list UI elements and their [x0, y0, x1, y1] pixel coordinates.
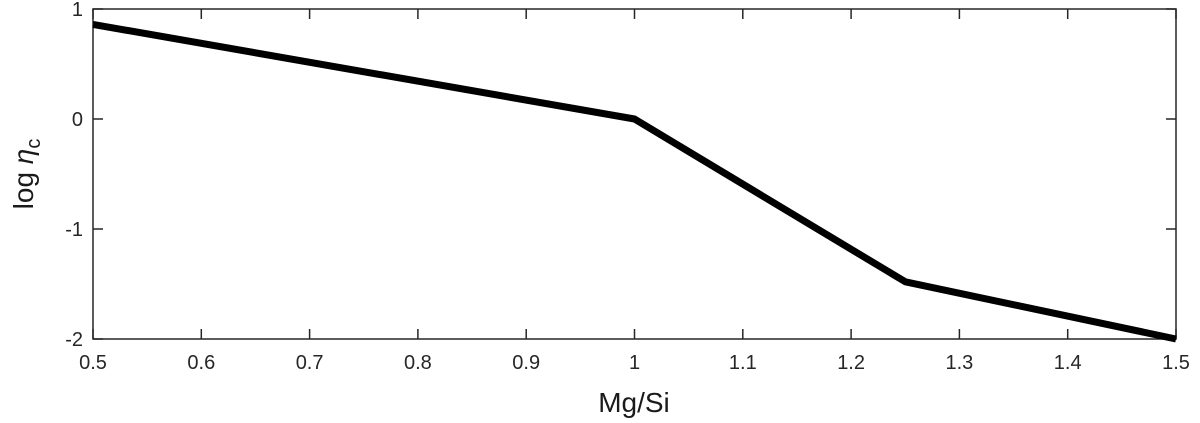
series-group [92, 20, 1177, 343]
x-tick-label: 1.4 [1054, 352, 1082, 374]
y-tick-labels: 1 0 -1 -2 [65, 0, 83, 351]
x-tick-labels: 0.5 0.6 0.7 0.8 0.9 1 1.1 1.2 1.3 1.4 1.5 [79, 352, 1190, 374]
x-axis-label: Mg/Si [598, 387, 670, 418]
x-tick-label: 0.7 [296, 352, 324, 374]
x-tick-label: 1.5 [1162, 352, 1190, 374]
y-axis-label-symbol: η [8, 149, 39, 165]
y-tick-label: -2 [65, 329, 83, 351]
y-axis-label-prefix: log [8, 164, 39, 209]
x-tick-label: 1 [629, 352, 640, 374]
y-axis-label: log ηc [8, 139, 45, 210]
y-tick-label: 0 [72, 109, 83, 131]
series-line [92, 20, 1177, 343]
x-tick-label: 0.5 [79, 352, 107, 374]
y-axis-label-subscript: c [23, 139, 45, 149]
axis-ticks [92, 8, 1177, 340]
x-tick-label: 1.2 [837, 352, 865, 374]
x-tick-label: 0.8 [404, 352, 432, 374]
x-tick-label: 1.1 [729, 352, 757, 374]
x-tick-label: 0.9 [512, 352, 540, 374]
y-tick-label: -1 [65, 219, 83, 241]
plot-frame [92, 8, 1177, 340]
x-tick-label: 1.3 [945, 352, 973, 374]
y-tick-label: 1 [72, 0, 83, 21]
x-tick-label: 0.6 [187, 352, 215, 374]
